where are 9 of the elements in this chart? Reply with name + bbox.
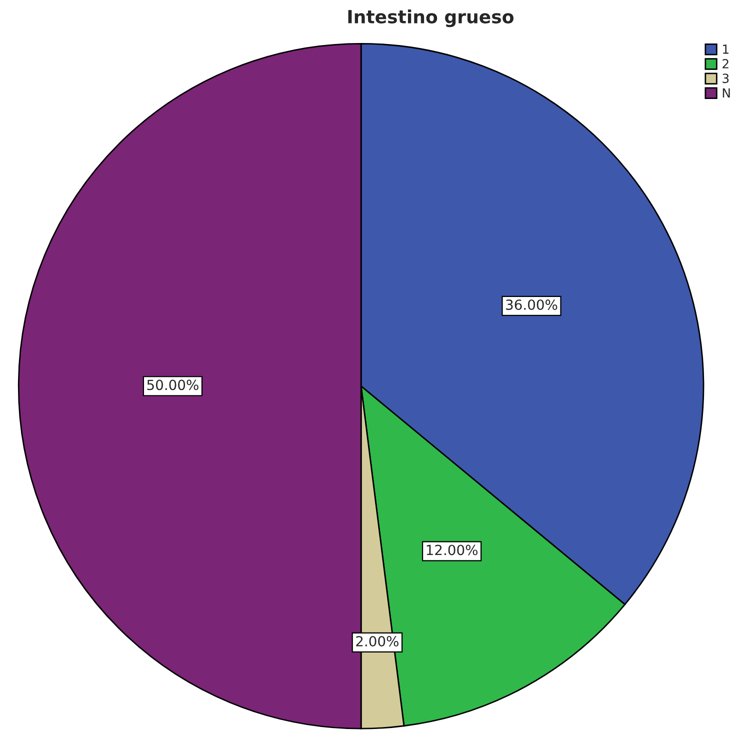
data-label: 36.00% (506, 299, 558, 310)
legend-label: 1 (723, 44, 728, 54)
chart-title: Intestino grueso (348, 9, 514, 28)
legend-label: 2 (722, 59, 728, 68)
legend-label: 3 (722, 74, 729, 84)
legend-label: N (722, 88, 730, 98)
data-label: 50.00% (147, 380, 198, 390)
data-label: 12.00% (426, 544, 478, 556)
data-label: 2.00% (356, 636, 398, 646)
